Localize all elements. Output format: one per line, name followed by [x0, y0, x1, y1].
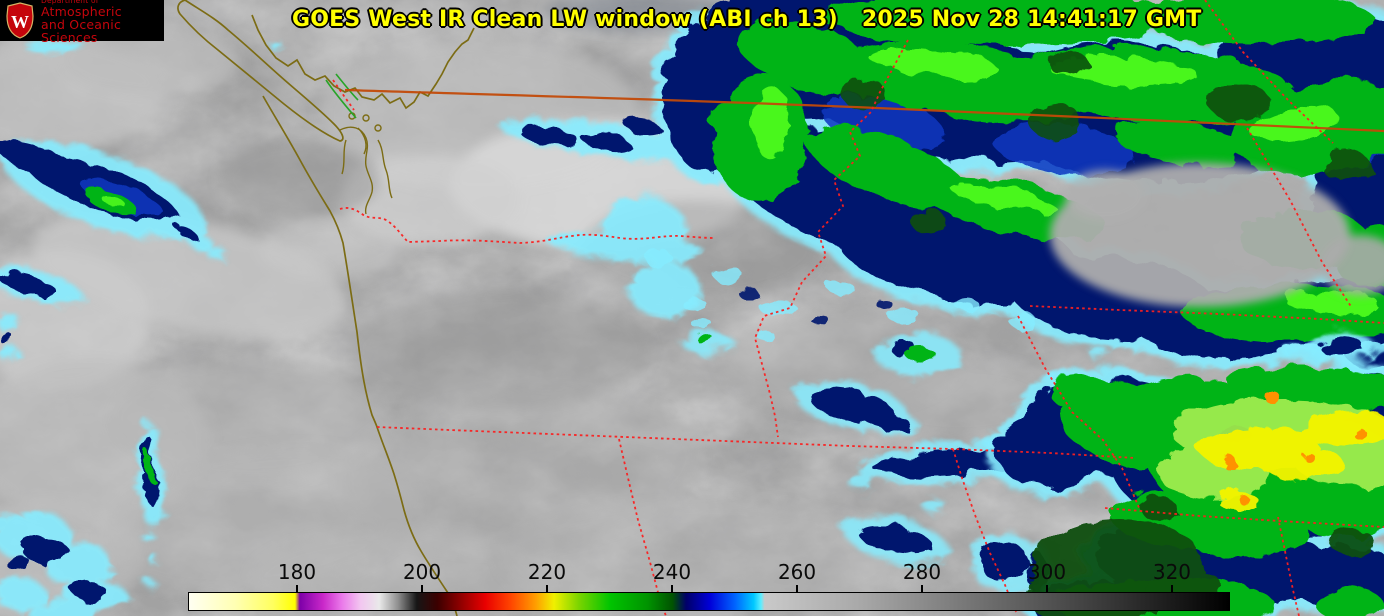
- uw-aos-logo: W Department of Atmospheric and Oceanic …: [0, 0, 164, 44]
- colorbar-tick-label: 220: [527, 560, 567, 584]
- colorbar-tick-label: 320: [1152, 560, 1192, 584]
- border-42n: [376, 426, 1136, 459]
- state-borders: [332, 0, 1384, 616]
- colorbar-tick-mark: [295, 585, 298, 592]
- border-vertical-south: [1277, 516, 1300, 616]
- colorbar-bar: [188, 592, 1230, 611]
- colorbar-tick-label: 240: [652, 560, 692, 584]
- us-canada-border: [344, 88, 1384, 133]
- colorbar-tick-mark: [545, 585, 548, 592]
- storm-system-southeast: [983, 329, 1384, 616]
- border-wyoming-diagonal: [1017, 315, 1141, 511]
- colorbar-tick-mark: [796, 585, 799, 592]
- image-title: GOES West IR Clean LW window (ABI ch 13)…: [292, 7, 1201, 32]
- coastline: [177, 0, 475, 616]
- water-boundary-lines: [325, 73, 359, 119]
- colorbar-tick-label: 180: [277, 560, 317, 584]
- uw-crest-icon: W: [6, 2, 34, 39]
- vancouver-island-outline: [177, 0, 344, 142]
- logo-line-1: Atmospheric: [41, 3, 122, 19]
- colorbar-tick-mark: [421, 585, 424, 592]
- timestamp: 2025 Nov 28 14:41:17 GMT: [861, 7, 1202, 32]
- storm-north-clearing: [1050, 163, 1384, 307]
- colorbar-tick-mark: [920, 585, 923, 592]
- border-wa-or: [339, 207, 715, 244]
- scattered-cold-cloud-blobs: [679, 329, 1384, 609]
- colorbar-tick-label: 260: [777, 560, 817, 584]
- border-mt-wy: [1029, 305, 1384, 324]
- border-strait: [332, 79, 355, 111]
- logo-line-2: and Oceanic Sciences: [41, 16, 122, 45]
- logo-dept-line: Department of: [41, 0, 99, 5]
- logo-text: Department of Atmospheric and Oceanic Sc…: [41, 0, 164, 44]
- colorbar-tick-mark: [1170, 585, 1173, 592]
- border-ab-diagonal: [1246, 127, 1353, 309]
- pacific-cloud-streaks: [0, 36, 278, 616]
- temperature-colorbar: 180 200 220 240 260 280 300 320: [188, 560, 1230, 616]
- border-horizontal-south: [1104, 507, 1384, 528]
- colorbar-tick-label: 200: [402, 560, 442, 584]
- border-vertical-east: [952, 448, 1017, 613]
- crest-letter: W: [11, 12, 29, 32]
- product-name: GOES West IR Clean LW window (ABI ch 13): [292, 7, 838, 32]
- colorbar-tick-label: 280: [902, 560, 942, 584]
- border-idaho: [754, 39, 909, 438]
- colorbar-gradient: [189, 593, 1229, 610]
- colorbar-tick-mark: [1046, 585, 1049, 592]
- pacific-coast: [262, 95, 458, 616]
- colorbar-tick-label: 300: [1027, 560, 1067, 584]
- colorbar-tick-mark: [671, 585, 673, 592]
- bc-mainland-coast: [251, 14, 475, 110]
